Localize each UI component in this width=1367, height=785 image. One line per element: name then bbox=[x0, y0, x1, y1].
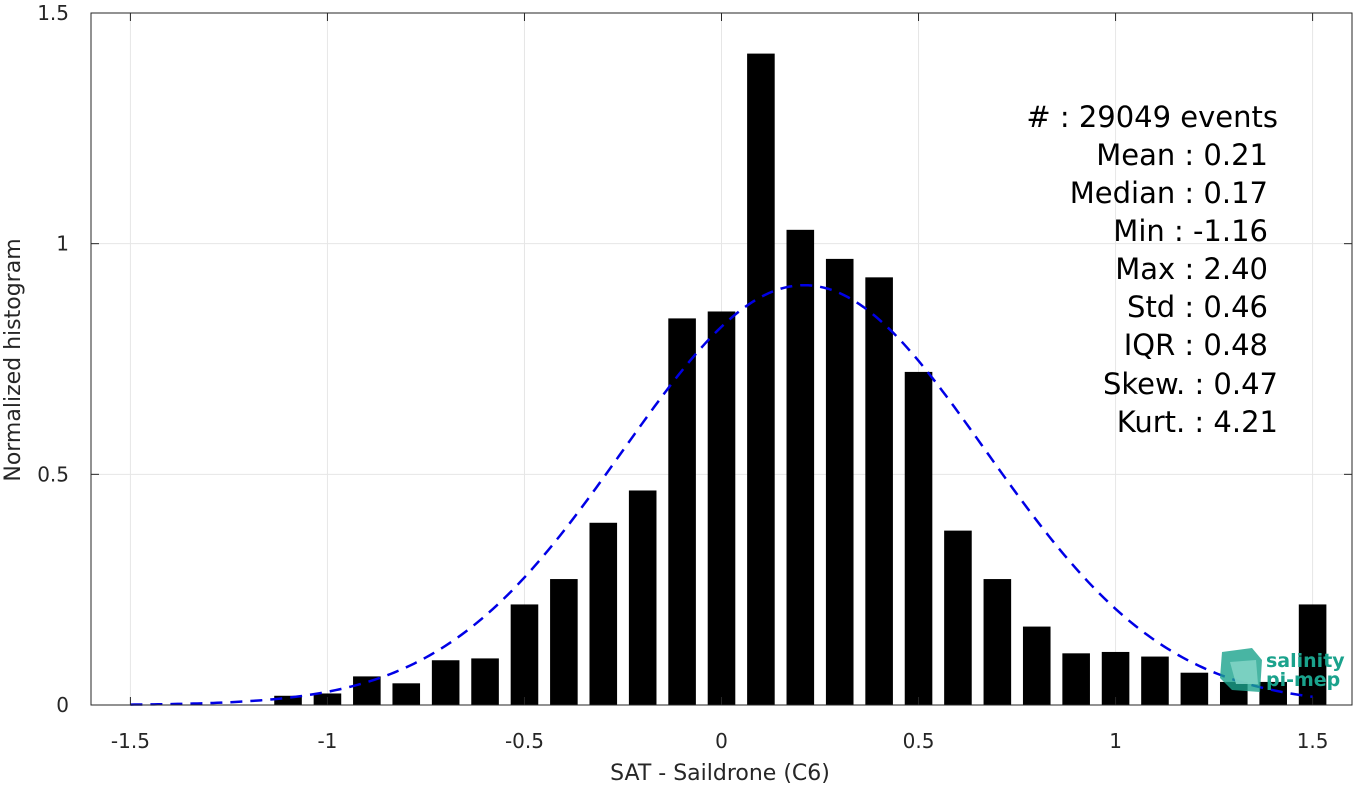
stats-count: # : 29049 events bbox=[1026, 100, 1278, 134]
stats-max: Max : 2.40 bbox=[1115, 252, 1268, 286]
histogram-bar bbox=[904, 371, 933, 705]
histogram-bar bbox=[1298, 604, 1327, 705]
x-tick-label: 0.5 bbox=[903, 729, 935, 753]
x-axis-label: SAT - Saildrone (C6) bbox=[610, 761, 830, 785]
stats-iqr: IQR : 0.48 bbox=[1124, 328, 1268, 362]
tick-labels: -1.5 -1 -0.5 0 0.5 1 1.5 0 0.5 1 1.5 bbox=[37, 1, 1328, 753]
x-tick-label: 1 bbox=[1109, 729, 1122, 753]
plot-axes bbox=[90, 12, 1353, 706]
histogram-bar bbox=[392, 683, 421, 705]
histogram-bar bbox=[353, 676, 381, 705]
x-tick-label: -1 bbox=[317, 729, 337, 753]
logo-wave-icon-inner bbox=[1230, 660, 1258, 684]
x-tick-label: -1.5 bbox=[111, 729, 150, 753]
y-tick-label: 1.5 bbox=[37, 1, 69, 25]
histogram-bar bbox=[510, 604, 539, 705]
histogram-bar bbox=[944, 530, 972, 705]
stats-mean: Mean : 0.21 bbox=[1096, 138, 1268, 172]
stats-median: Median : 0.17 bbox=[1070, 176, 1268, 210]
histogram-bar bbox=[1101, 651, 1130, 705]
stats-kurt: Kurt. : 4.21 bbox=[1117, 405, 1278, 439]
fit-curve-line bbox=[130, 283, 1313, 706]
x-tick-label: 0 bbox=[715, 729, 728, 753]
histogram-bar bbox=[550, 579, 578, 705]
salinity-pi-mep-logo: salinity pi-mep bbox=[1220, 648, 1345, 692]
histogram-bar bbox=[431, 660, 460, 705]
histogram-bar bbox=[865, 277, 893, 705]
histogram-bar bbox=[1022, 626, 1051, 705]
stats-std: Std : 0.46 bbox=[1127, 290, 1268, 324]
x-tick-label: 1.5 bbox=[1297, 729, 1329, 753]
histogram-bar bbox=[471, 658, 499, 705]
y-tick-label: 0.5 bbox=[37, 462, 69, 486]
y-tick-label: 1 bbox=[56, 232, 69, 256]
histogram-bar bbox=[1141, 656, 1169, 705]
histogram-bar bbox=[707, 311, 736, 705]
histogram-bar bbox=[1180, 672, 1209, 705]
stats-min: Min : -1.16 bbox=[1113, 214, 1268, 248]
y-tick-label: 0 bbox=[56, 693, 69, 717]
logo-line-2: pi-mep bbox=[1266, 669, 1340, 691]
y-axis-label: Normalized histogram bbox=[1, 238, 26, 481]
histogram-bar bbox=[589, 522, 618, 705]
histogram-bar bbox=[274, 695, 302, 705]
histogram-bar bbox=[747, 53, 775, 705]
histogram-bar bbox=[628, 490, 657, 705]
logo-line-1: salinity bbox=[1266, 650, 1345, 672]
histogram-bar bbox=[1062, 653, 1090, 705]
x-tick-label: -0.5 bbox=[505, 729, 544, 753]
stats-annotation: # : 29049 events Mean : 0.21 Median : 0.… bbox=[1026, 100, 1278, 439]
histogram-bar bbox=[668, 318, 696, 705]
histogram-bars bbox=[274, 53, 1327, 705]
histogram-bar bbox=[786, 229, 815, 705]
histogram-bar bbox=[825, 258, 854, 705]
stats-skew: Skew. : 0.47 bbox=[1103, 367, 1278, 401]
histogram-bar bbox=[983, 579, 1012, 705]
histogram-bar bbox=[1259, 681, 1287, 705]
gaussian-fit-curve bbox=[130, 283, 1313, 706]
